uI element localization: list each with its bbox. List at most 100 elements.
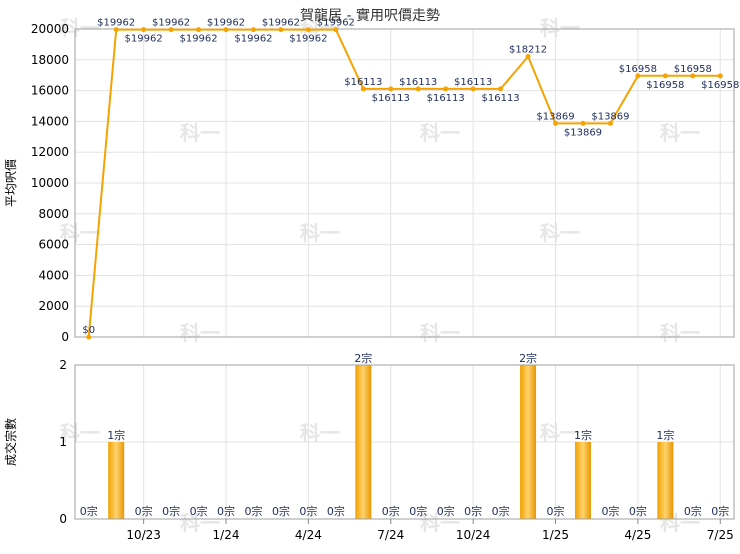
volume-bar-label: 0宗 xyxy=(244,504,262,518)
price-point-label: $16113 xyxy=(372,93,410,104)
x-tick-label: 7/25 xyxy=(707,528,734,542)
price-point xyxy=(333,27,339,33)
watermark-text: 科一 xyxy=(180,511,220,535)
volume-y-tick-label: 1 xyxy=(59,435,67,449)
watermark-text: 科一 xyxy=(420,121,460,145)
volume-bar-label: 0宗 xyxy=(711,504,729,518)
volume-y-tick-label: 2 xyxy=(59,358,67,372)
price-point xyxy=(86,334,92,340)
price-point xyxy=(662,73,668,79)
price-point-label: $0 xyxy=(82,325,95,336)
price-point-label: $19962 xyxy=(97,18,135,29)
price-point xyxy=(168,27,174,33)
price-point-label: $19962 xyxy=(262,18,300,29)
watermark-text: 科一 xyxy=(660,321,700,345)
x-tick-label: 7/24 xyxy=(377,528,404,542)
watermark-text: 科一 xyxy=(60,421,100,445)
price-point-label: $18212 xyxy=(509,45,547,56)
x-tick-label: 4/24 xyxy=(295,528,322,542)
price-point xyxy=(525,54,531,60)
volume-bar-label: 0宗 xyxy=(547,504,565,518)
price-point xyxy=(360,86,366,92)
price-point-label: $19962 xyxy=(289,34,327,45)
volume-bars xyxy=(108,365,674,519)
volume-bar xyxy=(108,442,125,519)
price-plot-frame xyxy=(74,28,735,338)
volume-bar-label: 1宗 xyxy=(107,428,125,442)
watermark-text: 科一 xyxy=(540,221,580,245)
volume-bar xyxy=(657,442,674,519)
price-point xyxy=(250,27,256,33)
volume-gridlines xyxy=(75,364,734,520)
x-tick-label: 4/25 xyxy=(624,528,651,542)
volume-bar-label: 0宗 xyxy=(217,504,235,518)
price-point-label: $13869 xyxy=(591,111,629,122)
watermark-text: 科一 xyxy=(180,121,220,145)
price-point-label: $13869 xyxy=(564,127,602,138)
volume-bar-label: 0宗 xyxy=(135,504,153,518)
price-y-tick-label: 12000 xyxy=(31,145,69,159)
price-y-tick-label: 14000 xyxy=(31,114,69,128)
price-y-tick-label: 6000 xyxy=(38,238,69,252)
price-y-tick-label: 16000 xyxy=(31,84,69,98)
volume-y-tick-label: 0 xyxy=(59,512,67,526)
volume-bar-label: 0宗 xyxy=(327,504,345,518)
price-point-label: $16958 xyxy=(646,80,684,91)
price-point xyxy=(553,120,559,126)
price-point xyxy=(690,73,696,79)
price-y-tick-label: 4000 xyxy=(38,268,69,282)
volume-bar-label: 0宗 xyxy=(80,504,98,518)
price-series-line xyxy=(87,28,721,338)
volume-bar xyxy=(574,442,591,519)
watermark-text: 科一 xyxy=(540,16,580,40)
price-point xyxy=(388,86,394,92)
price-point-label: $19962 xyxy=(179,34,217,45)
price-point-label: $16113 xyxy=(482,93,520,104)
volume-plot-frame xyxy=(74,364,735,520)
volume-bar-label: 0宗 xyxy=(409,504,427,518)
volume-y-tick-labels: 0 1 2 xyxy=(59,358,67,526)
price-y-tick-label: 0 xyxy=(61,330,69,344)
volume-bar xyxy=(520,365,537,519)
price-point-label: $16958 xyxy=(674,64,712,75)
x-tick-label: 10/24 xyxy=(456,528,491,542)
price-point-label: $16113 xyxy=(399,77,437,88)
price-point-label: $19962 xyxy=(125,34,163,45)
price-y-axis-label: 平均呎價 xyxy=(4,159,18,207)
volume-bar-label: 0宗 xyxy=(382,504,400,518)
price-point xyxy=(635,73,641,79)
price-point xyxy=(498,86,504,92)
volume-bar-label: 0宗 xyxy=(464,504,482,518)
price-point xyxy=(580,120,586,126)
price-y-tick-label: 20000 xyxy=(31,22,69,36)
volume-bar-label: 0宗 xyxy=(299,504,317,518)
volume-bar-label: 0宗 xyxy=(492,504,510,518)
volume-bar xyxy=(355,365,372,519)
price-y-tick-label: 2000 xyxy=(38,299,69,313)
price-point xyxy=(223,27,229,33)
volume-bar-label: 0宗 xyxy=(162,504,180,518)
x-axis-ticks: 10/23 1/24 4/24 7/24 10/24 1/25 4/25 7/25 xyxy=(126,519,734,542)
price-point-label: $19962 xyxy=(234,34,272,45)
price-point-label: $16113 xyxy=(344,77,382,88)
price-point-label: $16113 xyxy=(427,93,465,104)
volume-bar-labels: 0宗 1宗 0宗 0宗 0宗 0宗 0宗 0宗 0宗 0宗 2宗 0宗 0宗 0宗 0宗 0宗 2宗 0宗 1宗 0宗… xyxy=(80,351,730,518)
price-panel: 0 2000 4000 6000 8000 10000 12000 14000 16000 180… xyxy=(4,7,739,344)
price-point xyxy=(470,86,476,92)
price-point-label: $16958 xyxy=(619,64,657,75)
watermark-text: 科一 xyxy=(180,321,220,345)
x-tick-label: 1/25 xyxy=(542,528,569,542)
volume-bar-label: 1宗 xyxy=(574,428,592,442)
price-point xyxy=(305,27,311,33)
chart-title: 賀龍居 - 實用呎價走勢 xyxy=(300,7,440,24)
volume-bar-label: 0宗 xyxy=(272,504,290,518)
price-point xyxy=(415,86,421,92)
price-point-label: $16958 xyxy=(701,80,739,91)
volume-bar-label: 0宗 xyxy=(629,504,647,518)
watermark-text: 科一 xyxy=(60,221,100,245)
volume-y-axis-label: 成交宗數 xyxy=(3,418,18,466)
